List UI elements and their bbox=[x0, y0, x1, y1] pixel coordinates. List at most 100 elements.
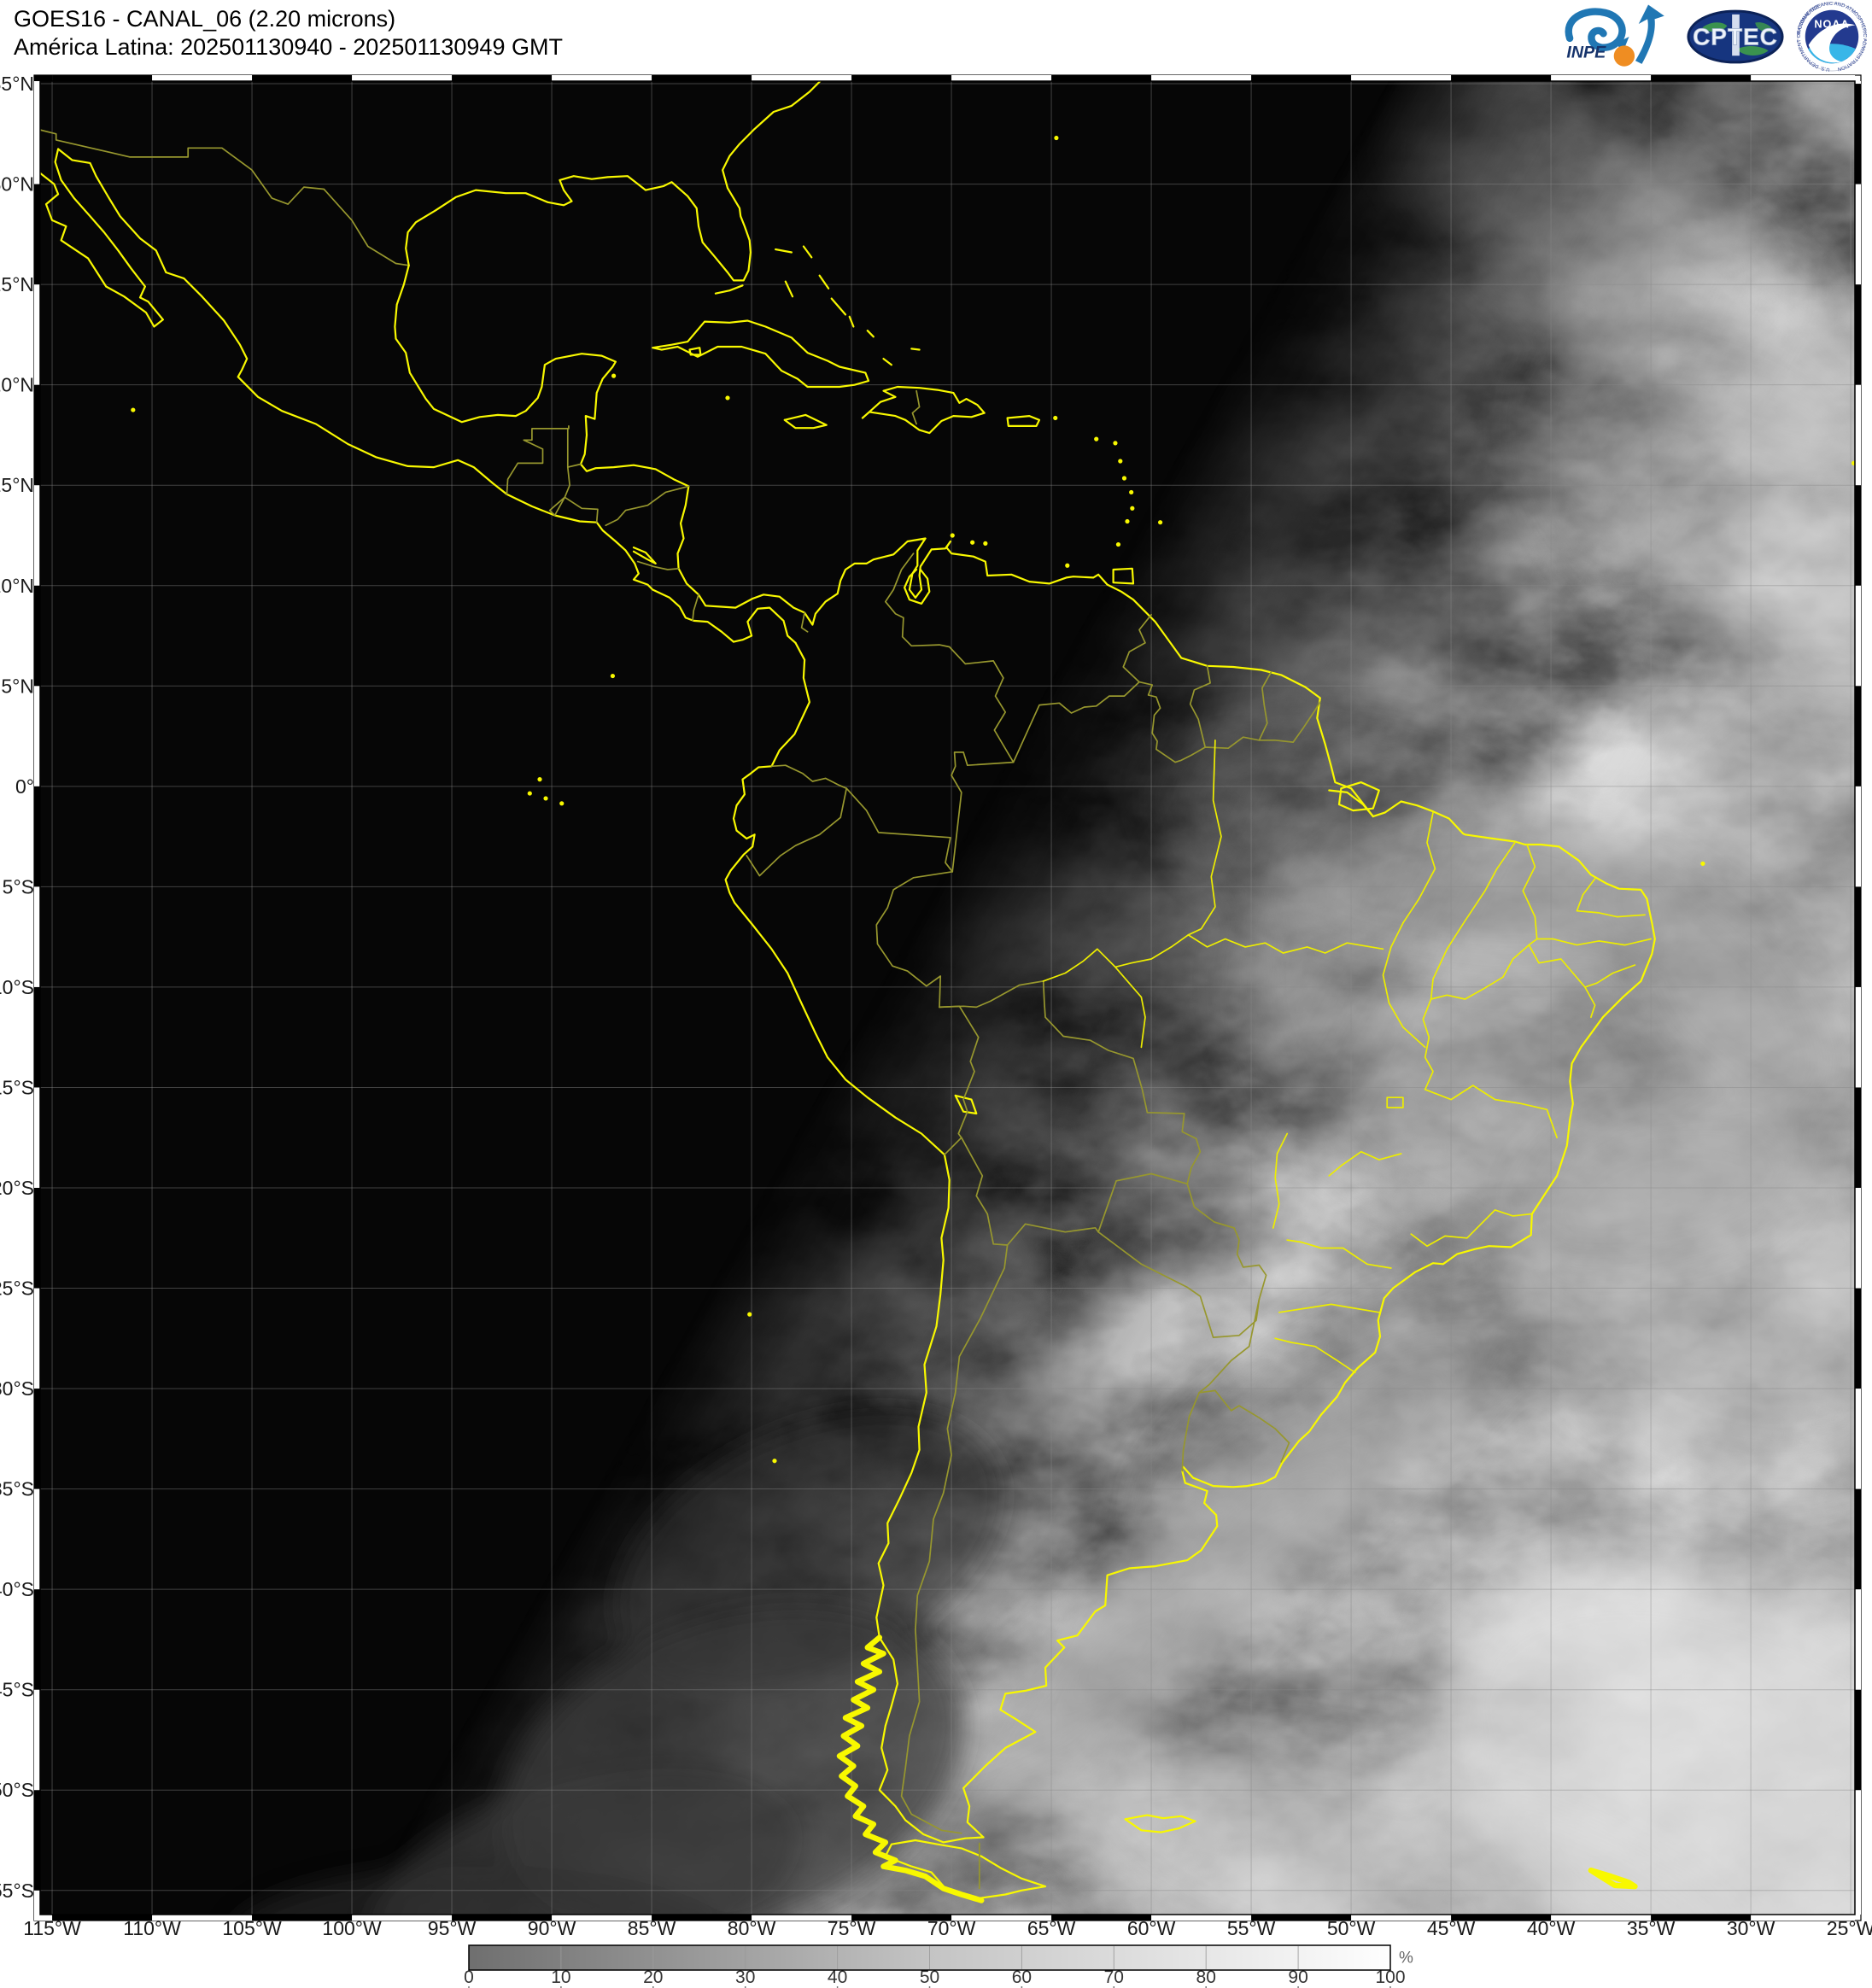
colorbar-tick-label: 50 bbox=[920, 1968, 939, 1987]
colorbar-tick-label: 30 bbox=[735, 1968, 755, 1987]
patagonia-fjords bbox=[836, 1634, 985, 1903]
lon-label-110°W: 110°W bbox=[123, 1917, 181, 1939]
frame-black-segment bbox=[452, 1915, 553, 1921]
panama-colombia-border bbox=[800, 611, 809, 633]
bonaire-islet bbox=[983, 541, 988, 546]
inpe-orange-dot bbox=[1613, 45, 1635, 67]
frame-black-segment bbox=[34, 1188, 40, 1289]
paraguay-argentina-border bbox=[1097, 1231, 1261, 1338]
lon-label-60°W: 60°W bbox=[1127, 1917, 1176, 1939]
map-frame bbox=[33, 74, 1862, 1921]
lon-label-105°W: 105°W bbox=[222, 1917, 282, 1939]
colorbar-tick-label: 100 bbox=[1375, 1968, 1405, 1987]
marajo-island bbox=[1337, 781, 1380, 812]
frame-black-segment bbox=[52, 75, 153, 81]
frame-black-segment bbox=[52, 1915, 153, 1921]
frame-black-segment bbox=[1855, 686, 1861, 786]
guyana-suriname-border bbox=[1189, 664, 1211, 748]
frame-black-segment bbox=[1651, 75, 1752, 81]
bahamas-exuma bbox=[830, 297, 847, 316]
cptec-land-2 bbox=[1736, 45, 1769, 56]
socorro-islet bbox=[131, 407, 136, 412]
colorbar-tick-label: 60 bbox=[1012, 1968, 1032, 1987]
cptec-t-bar bbox=[1732, 14, 1740, 56]
frame-black-segment bbox=[1855, 1488, 1861, 1590]
aruba-islet bbox=[950, 533, 955, 538]
state-border-tocantins bbox=[1382, 921, 1426, 1049]
lon-label-85°W: 85°W bbox=[628, 1917, 676, 1939]
bahamas-eleuthera bbox=[818, 274, 830, 289]
florida-keys bbox=[714, 284, 744, 295]
trinidad-coast bbox=[1112, 567, 1135, 585]
lon-label-115°W: 115°W bbox=[23, 1917, 81, 1939]
tierra-del-fuego-coast bbox=[884, 1839, 1047, 1900]
galapagos-islet-4 bbox=[537, 777, 542, 782]
juan-fernandez-islet bbox=[772, 1459, 777, 1464]
martinique-islet bbox=[1129, 489, 1134, 495]
state-border-mt-go-ms bbox=[1272, 1132, 1289, 1229]
lat-label-30°S: 30°S bbox=[0, 1377, 34, 1400]
french-guiana-brazil-border bbox=[1258, 701, 1321, 743]
state-border-ceara-rn bbox=[1576, 878, 1596, 912]
lake-titicaca bbox=[954, 1094, 978, 1115]
lon-label-30°W: 30°W bbox=[1727, 1917, 1775, 1939]
colorbar-tick-label: 70 bbox=[1104, 1968, 1124, 1987]
central-america-pacific-coast bbox=[506, 493, 797, 644]
brazil-coast bbox=[394, 264, 1656, 1465]
virgin-islands-islet bbox=[1053, 415, 1058, 421]
cocos-islet bbox=[610, 673, 616, 679]
frame-black-segment bbox=[851, 1915, 952, 1921]
state-border-minas-rio bbox=[1410, 1209, 1532, 1248]
frame-black-segment bbox=[252, 1915, 353, 1921]
colorbar-tick-label: 20 bbox=[643, 1968, 663, 1987]
lon-label-70°W: 70°W bbox=[927, 1917, 976, 1939]
uruguay-coast bbox=[1182, 1462, 1284, 1488]
guatemala-mexico-border bbox=[506, 425, 570, 495]
lat-label-10°N: 10°N bbox=[0, 575, 34, 597]
frame-black-segment bbox=[452, 75, 553, 81]
state-border-rondonia-mt bbox=[1114, 966, 1146, 1049]
lat-label-20°N: 20°N bbox=[0, 374, 34, 396]
frame-black-segment bbox=[34, 986, 40, 1088]
margarita-islet bbox=[1065, 563, 1070, 568]
us-gulf-atlantic-coast bbox=[405, 81, 822, 282]
ecuador-peru-border bbox=[746, 787, 848, 877]
frame-corner bbox=[34, 1915, 53, 1921]
lat-label-15°S: 15°S bbox=[0, 1076, 34, 1098]
lat-label-0°: 0° bbox=[15, 775, 34, 798]
argentina-chile-border bbox=[900, 1244, 1009, 1834]
mexico-us-border bbox=[40, 129, 410, 266]
venezuela-guyana-border bbox=[1122, 613, 1152, 683]
frame-black-segment bbox=[34, 384, 40, 486]
frame-black-segment bbox=[1251, 1915, 1352, 1921]
galapagos-islet-3 bbox=[559, 801, 565, 806]
lon-label-90°W: 90°W bbox=[528, 1917, 576, 1939]
map-features bbox=[40, 81, 1855, 1903]
san-felix-islet bbox=[747, 1312, 752, 1317]
frame-black-segment bbox=[34, 1589, 40, 1690]
lon-label-45°W: 45°W bbox=[1427, 1917, 1476, 1939]
colorbar-tick-label: 90 bbox=[1288, 1968, 1307, 1987]
guatemala-honduras-salvador-borders bbox=[548, 466, 599, 523]
lon-label-25°W: 25°W bbox=[1827, 1917, 1872, 1939]
lon-label-55°W: 55°W bbox=[1227, 1917, 1276, 1939]
noaa-seagull bbox=[1808, 23, 1856, 63]
frame-black-segment bbox=[1051, 1915, 1152, 1921]
argentina-uruguay-border bbox=[1181, 1391, 1201, 1472]
frame-black-segment bbox=[1051, 75, 1152, 81]
lat-label-10°S: 10°S bbox=[0, 976, 34, 998]
map-edge-line bbox=[39, 80, 1856, 1915]
frame-black-segment bbox=[1651, 1915, 1752, 1921]
grenada-islet bbox=[1115, 541, 1121, 547]
honduras-nicaragua-border bbox=[605, 485, 690, 527]
state-border-maranhao-piaui bbox=[1430, 841, 1516, 1000]
noaa-logo-text: NOAA bbox=[1814, 18, 1849, 30]
suriname-french-guiana-border bbox=[1258, 670, 1272, 741]
colombia-brazil-border bbox=[951, 751, 1015, 873]
baja-california-coast bbox=[40, 148, 164, 328]
frame-black-segment bbox=[1855, 284, 1861, 385]
inpe-logo-text: INPE bbox=[1566, 43, 1606, 61]
bahamas-andros bbox=[784, 280, 794, 298]
colorbar-tick-label: 10 bbox=[551, 1968, 570, 1987]
bahamas-long-island bbox=[848, 315, 855, 328]
